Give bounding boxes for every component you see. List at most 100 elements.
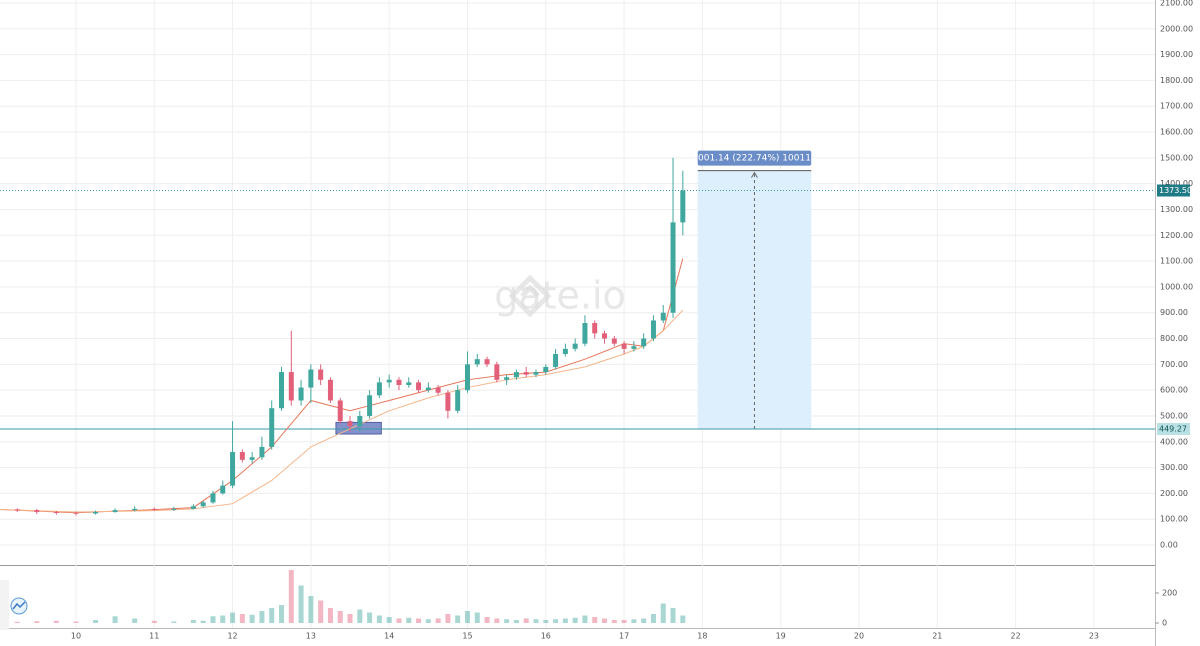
- volume-bar: [93, 620, 99, 623]
- candle-body: [53, 511, 59, 513]
- volume-bar: [171, 621, 177, 623]
- candle-body: [641, 338, 647, 347]
- candle-body: [513, 372, 519, 378]
- candle-body: [425, 387, 431, 391]
- candle-body: [464, 364, 470, 391]
- candle-body: [386, 379, 392, 383]
- y-tick-label: 500.00: [1160, 411, 1188, 420]
- volume-bar: [73, 621, 79, 623]
- volume-tick-label: 0: [1162, 619, 1167, 628]
- y-tick-label: 1500.00: [1160, 153, 1193, 162]
- candle-body: [298, 387, 304, 401]
- volume-bar: [464, 611, 470, 623]
- price-label-box: [1157, 423, 1190, 436]
- candle-body: [171, 508, 177, 510]
- candle-body: [416, 382, 422, 391]
- candle-body: [504, 377, 510, 380]
- candle-body: [660, 312, 666, 321]
- y-tick-label: 1700.00: [1160, 102, 1193, 111]
- volume-bar: [308, 596, 314, 623]
- toggle-glyph: [12, 601, 26, 610]
- price-label: 449.27: [1159, 425, 1187, 434]
- volume-bar: [650, 614, 656, 623]
- volume-bar: [318, 600, 324, 623]
- candle-body: [650, 320, 656, 339]
- y-tick-label: 1600.00: [1160, 128, 1193, 137]
- volume-bar: [484, 617, 490, 623]
- volume-bar: [190, 620, 196, 623]
- measure-arrow-head: [751, 171, 758, 178]
- candle-body: [357, 415, 363, 427]
- candle-body: [533, 372, 539, 375]
- candle-body: [396, 379, 402, 385]
- x-tick-label: 22: [1011, 632, 1021, 641]
- candle-body: [367, 395, 373, 416]
- candle-body: [259, 446, 265, 458]
- volume-bar: [641, 618, 647, 623]
- volume-bar: [230, 612, 236, 623]
- volume-bar: [269, 608, 275, 623]
- volume-bar: [523, 618, 529, 623]
- candle-body: [572, 343, 578, 349]
- y-tick-label: 1400.00: [1160, 179, 1193, 188]
- candle-body: [151, 508, 157, 510]
- x-tick-label: 21: [932, 632, 942, 641]
- candle-body: [406, 382, 412, 385]
- y-tick-label: 200.00: [1160, 489, 1188, 498]
- candle-body: [73, 512, 79, 514]
- volume-bar: [357, 609, 363, 623]
- x-tick-label: 15: [462, 632, 472, 641]
- price-label-box: [1157, 184, 1190, 197]
- candle-body: [562, 348, 568, 355]
- candle-body: [337, 400, 343, 422]
- y-tick-label: 400.00: [1160, 437, 1188, 446]
- volume-bar: [592, 617, 598, 623]
- candle-body: [631, 346, 637, 349]
- toolbar[interactable]: [0, 580, 9, 630]
- y-tick-label: 1300.00: [1160, 205, 1193, 214]
- x-tick-label: 13: [306, 632, 316, 641]
- volume-bar: [337, 611, 343, 623]
- candle-body: [602, 333, 608, 339]
- y-tick-label: 900.00: [1160, 308, 1188, 317]
- volume-tick-label: 200: [1162, 589, 1177, 598]
- candle-body: [494, 364, 500, 380]
- volume-bar: [513, 620, 519, 623]
- x-tick-label: 12: [227, 632, 237, 641]
- volume-bar: [631, 619, 637, 623]
- volume-bar: [396, 618, 402, 623]
- candle-body: [543, 366, 549, 373]
- grid: [0, 0, 1155, 628]
- candle-body: [14, 509, 20, 511]
- candle-body: [455, 390, 461, 411]
- candle-body: [484, 359, 490, 365]
- volume-bar: [670, 608, 676, 623]
- volume-bar: [602, 618, 608, 623]
- candle-body: [592, 323, 598, 334]
- candle-body: [34, 510, 40, 512]
- volume-bar: [504, 619, 510, 623]
- volume-bar: [474, 612, 480, 623]
- candle-body: [680, 190, 686, 223]
- volume-bar: [533, 619, 539, 623]
- volume-bar: [347, 614, 353, 623]
- candle-body: [190, 506, 196, 509]
- volume-bar: [53, 620, 59, 623]
- volume-bar: [611, 620, 617, 623]
- x-tick-label: 19: [776, 632, 786, 641]
- measure-label: 1001.14 (222.74%) 100114: [692, 154, 817, 164]
- x-tick-label: 16: [541, 632, 551, 641]
- watermark-logo: [508, 274, 552, 318]
- candle-body: [308, 369, 314, 388]
- volume-bar: [210, 616, 216, 623]
- x-tick-label: 11: [149, 632, 159, 641]
- candle-body: [230, 452, 236, 486]
- candle-body: [249, 457, 255, 460]
- candle-body: [279, 372, 285, 409]
- candle-body: [670, 222, 676, 313]
- candle-body: [93, 511, 99, 514]
- candle-body: [474, 359, 480, 365]
- y-tick-label: 1800.00: [1160, 76, 1193, 85]
- volume-bar: [288, 570, 294, 623]
